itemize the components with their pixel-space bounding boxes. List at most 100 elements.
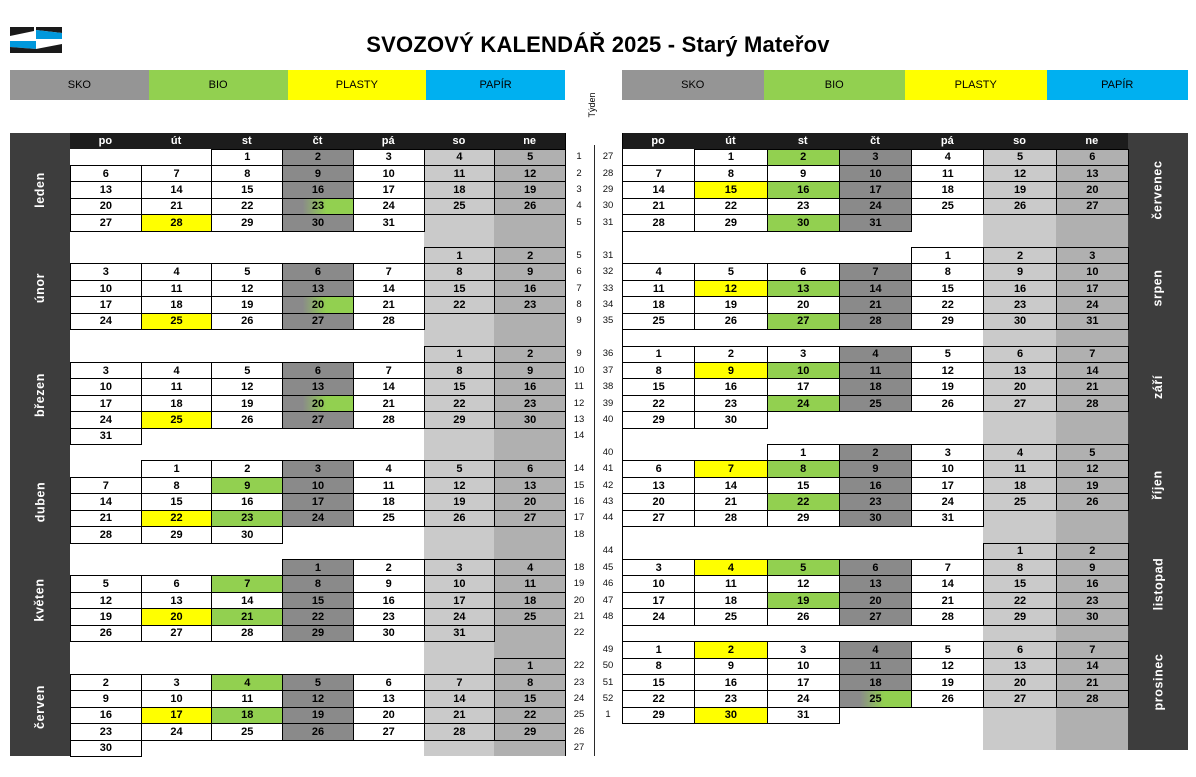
- day-cell: 13: [70, 181, 142, 199]
- day-cell: 15: [423, 279, 496, 298]
- saturday-column-shading: [423, 148, 495, 757]
- day-cell: 21: [838, 296, 913, 314]
- day-cell: 27: [983, 394, 1057, 413]
- week-number: 38: [602, 381, 614, 393]
- day-cell: 15: [494, 690, 566, 708]
- day-cell: 27: [70, 214, 142, 232]
- day-cell: 12: [423, 476, 496, 495]
- company-logo: [10, 26, 62, 54]
- day-cell: 27: [766, 312, 840, 331]
- day-cell: 25: [140, 312, 213, 331]
- day-cell: 11: [694, 575, 768, 593]
- day-cell: 30: [282, 214, 354, 232]
- day-cell: 23: [494, 296, 566, 314]
- day-cell: 24: [352, 197, 425, 216]
- day-cell: 18: [211, 706, 284, 725]
- day-cell: 24: [423, 608, 496, 626]
- day-cell: 24: [1055, 296, 1129, 314]
- sunday-column-shading: [1055, 148, 1128, 751]
- day-cell: 26: [211, 312, 284, 331]
- day-cell: 21: [911, 591, 985, 610]
- day-cell: 17: [352, 181, 425, 199]
- day-cell: 9: [70, 690, 142, 708]
- day-cell: 31: [352, 214, 425, 232]
- day-cell: 25: [423, 197, 496, 216]
- day-cell: 26: [911, 690, 985, 708]
- day-cell: 10: [70, 279, 142, 298]
- day-cell: 3: [622, 559, 696, 577]
- week-number: 11: [574, 381, 584, 393]
- week-number: 43: [602, 496, 614, 508]
- week-number: 15: [573, 479, 585, 491]
- day-cell: 2: [766, 148, 840, 166]
- day-header-čt: čt: [312, 134, 323, 147]
- legend-item-papír: PAPÍR: [426, 70, 565, 100]
- week-number: 20: [573, 594, 585, 606]
- day-cell: 30: [694, 411, 768, 429]
- day-header-so: so: [1013, 134, 1026, 147]
- day-cell: 8: [423, 361, 496, 380]
- day-cell: 8: [983, 559, 1057, 577]
- day-cell: 17: [838, 181, 913, 199]
- legend-item-sko: SKO: [622, 70, 764, 100]
- day-cell: 2: [70, 673, 142, 692]
- day-cell: 12: [1055, 460, 1129, 478]
- day-cell: 28: [423, 723, 496, 741]
- month-label-květen: květen: [33, 578, 47, 622]
- day-cell: 28: [622, 214, 696, 232]
- day-cell: 27: [983, 690, 1057, 708]
- day-cell: 20: [352, 706, 425, 725]
- week-number: 8: [576, 298, 582, 310]
- day-cell: 16: [70, 706, 142, 725]
- day-cell: 2: [694, 345, 768, 363]
- legend-item-bio: BIO: [148, 70, 288, 100]
- day-cell: 27: [352, 723, 425, 741]
- day-cell: 31: [423, 624, 496, 643]
- day-cell: 15: [140, 493, 213, 511]
- day-cell: 20: [766, 296, 840, 314]
- day-cell: 12: [694, 279, 768, 298]
- day-cell: 17: [140, 706, 213, 725]
- day-cell: 21: [140, 197, 213, 216]
- day-cell: 31: [838, 214, 913, 232]
- day-cell: 1: [622, 641, 696, 659]
- week-number: 27: [573, 742, 585, 754]
- day-cell: 2: [1055, 542, 1129, 560]
- day-cell: 14: [423, 690, 496, 708]
- day-cell: 30: [838, 509, 913, 528]
- day-cell: 30: [352, 624, 425, 643]
- day-cell: 24: [70, 411, 142, 429]
- day-cell: 3: [766, 345, 840, 363]
- day-cell: 19: [911, 378, 985, 396]
- month-label-prosinec: prosinec: [1151, 653, 1165, 711]
- week-number: 33: [602, 282, 614, 294]
- day-cell: 11: [838, 657, 913, 675]
- day-cell: 24: [140, 723, 213, 741]
- day-header-ne: ne: [1085, 134, 1099, 147]
- day-cell: 16: [494, 279, 566, 298]
- day-cell: 16: [838, 476, 913, 495]
- day-cell: 29: [622, 706, 696, 725]
- week-number: 30: [602, 200, 614, 212]
- day-cell: 1: [494, 657, 566, 675]
- day-cell: 29: [694, 214, 768, 232]
- day-cell: 27: [494, 509, 566, 528]
- day-cell: 18: [983, 476, 1057, 495]
- day-cell: 19: [983, 181, 1057, 199]
- day-cell: 1: [282, 559, 354, 577]
- day-cell: 22: [766, 493, 840, 511]
- day-cell: 29: [423, 411, 496, 429]
- day-cell: 12: [983, 164, 1057, 183]
- day-header-bar: [622, 133, 1188, 149]
- day-cell: 6: [983, 641, 1057, 659]
- day-cell: 24: [911, 493, 985, 511]
- day-cell: 5: [983, 148, 1057, 166]
- page-title: SVOZOVÝ KALENDÁŘ 2025 - Starý Mateřov: [366, 32, 830, 57]
- day-cell: 1: [766, 444, 840, 462]
- day-cell: 18: [494, 591, 566, 610]
- day-cell: 27: [282, 312, 354, 331]
- day-cell: 19: [211, 394, 284, 413]
- day-cell: 28: [911, 608, 985, 626]
- day-header-út: út: [725, 134, 736, 147]
